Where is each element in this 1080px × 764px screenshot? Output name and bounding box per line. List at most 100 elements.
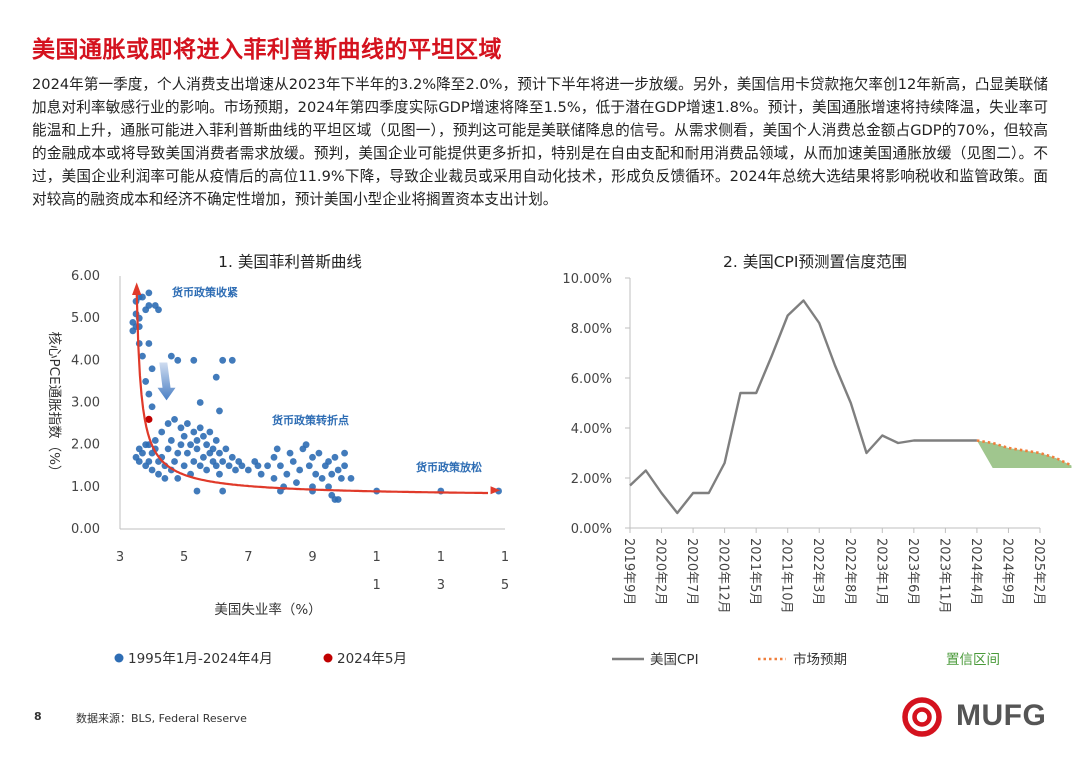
scatter-point xyxy=(296,466,304,474)
scatter-point xyxy=(216,449,223,457)
scatter-point xyxy=(174,475,182,482)
chart1-annotation: 货币政策放松 xyxy=(415,460,482,474)
scatter-point xyxy=(222,445,230,453)
scatter-point xyxy=(145,458,153,465)
chart1-y-tick-label: 1.00 xyxy=(71,480,100,495)
scatter-point xyxy=(203,466,211,474)
chart2-x-tick-label: 2022年8月 xyxy=(842,538,857,605)
scatter-point xyxy=(293,479,300,487)
scatter-point xyxy=(171,458,178,465)
legend-label-latest: 2024年5月 xyxy=(337,651,407,667)
cpi-forecast-chart: 0.00% 2.00% 4.00% 6.00% 8.00% 10.00% 2019年9月 20… xyxy=(562,272,1073,668)
chart1-annotation: 货币政策收紧 xyxy=(171,285,238,299)
chart2-y-tick-label: 0.00% xyxy=(571,522,612,537)
legend-marker-latest xyxy=(323,653,333,663)
page-number: 8 xyxy=(34,710,42,723)
data-source: 数据来源：BLS, Federal Reserve xyxy=(76,712,247,725)
chart2-x-tick-label: 2021年10月 xyxy=(779,538,794,614)
scatter-point xyxy=(309,453,316,461)
scatter-point xyxy=(196,424,204,432)
scatter-point xyxy=(238,462,246,470)
scatter-point xyxy=(145,390,153,398)
chart2-x-tick-label: 2024年9月 xyxy=(999,538,1014,605)
scatter-point xyxy=(148,403,156,411)
scatter-point xyxy=(302,441,310,449)
scatter-point xyxy=(148,466,156,474)
scatter-point xyxy=(289,458,297,465)
scatter-point xyxy=(183,420,191,427)
chart1-x-tick-label: 7 xyxy=(244,550,252,565)
chart2-x-tick-label: 2020年12月 xyxy=(716,538,731,614)
cpi-line xyxy=(629,299,977,515)
scatter-point xyxy=(216,407,223,415)
scatter-point xyxy=(347,475,355,482)
chart2-x-tick-label: 2023年6月 xyxy=(905,538,920,605)
chart2-x-tick-label: 2024年4月 xyxy=(968,538,983,605)
scatter-point xyxy=(212,373,220,381)
chart2-x-tick-label: 2019年9月 xyxy=(621,538,636,605)
chart1-x-tick-label: 3 xyxy=(116,550,124,565)
policy-direction-arrow xyxy=(157,362,176,401)
chart2-x-tick-label: 2022年3月 xyxy=(810,538,825,605)
scatter-point xyxy=(216,470,223,478)
chart2-x-tick-label: 2021年5月 xyxy=(747,538,762,605)
scatter-point xyxy=(193,445,201,453)
scatter-point xyxy=(164,420,172,427)
scatter-point xyxy=(305,462,313,470)
scatter-point xyxy=(158,428,166,436)
summary-paragraph: 2024年第一季度，个人消费支出增速从2023年下半年的3.2%降至2.0%，预… xyxy=(32,76,1048,209)
scatter-point xyxy=(286,449,294,457)
chart1-annotation: 货币政策转折点 xyxy=(271,413,349,427)
scatter-point xyxy=(145,340,153,347)
legend-label-band: 置信区间 xyxy=(946,652,1000,668)
scatter-point xyxy=(341,462,348,470)
scatter-point xyxy=(212,462,220,470)
scatter-point xyxy=(219,458,227,465)
scatter-point xyxy=(219,487,227,495)
scatter-point xyxy=(180,462,188,470)
scatter-point xyxy=(225,462,233,470)
scatter-point xyxy=(171,415,178,423)
scatter-point xyxy=(164,445,172,453)
confidence-band xyxy=(976,440,1072,468)
chart1-y-tick-label: 5.00 xyxy=(71,311,100,326)
legend-label-cpi: 美国CPI xyxy=(650,652,699,668)
legend-label-forecast: 市场预期 xyxy=(793,651,847,668)
scatter-point xyxy=(135,458,143,465)
scatter-point xyxy=(142,378,150,385)
chart2-y-tick-label: 8.00% xyxy=(571,322,612,337)
scatter-point xyxy=(139,449,146,457)
chart2-x-tick-label: 2025年2月 xyxy=(1031,538,1046,605)
scatter-point xyxy=(196,462,204,470)
scatter-point xyxy=(228,356,236,364)
scatter-point xyxy=(318,475,326,482)
chart2-y-tick-label: 2.00% xyxy=(571,472,612,487)
scatter-point xyxy=(334,466,342,474)
scatter-point xyxy=(315,449,323,457)
chart2-x-tick-label: 2023年1月 xyxy=(873,538,888,605)
chart2-x-tick-label: 2020年7月 xyxy=(684,538,699,605)
scatter-point xyxy=(212,437,220,444)
scatter-point xyxy=(161,475,169,482)
scatter-point xyxy=(187,441,194,449)
logo-text: MUFG xyxy=(956,699,1047,732)
chart1-x-axis-title: 美国失业率（%） xyxy=(214,601,321,618)
scatter-point xyxy=(148,365,156,373)
scatter-point xyxy=(325,483,332,491)
scatter-point xyxy=(273,445,281,453)
scatter-point xyxy=(196,399,204,406)
scatter-point xyxy=(254,462,262,470)
scatter-point xyxy=(167,437,175,444)
highlight-point xyxy=(145,415,153,423)
scatter-point xyxy=(232,466,239,474)
page-title: 美国通胀或即将进入菲利普斯曲线的平坦区域 xyxy=(32,37,502,63)
scatter-point xyxy=(200,432,207,440)
scatter-point xyxy=(200,453,207,461)
scatter-point xyxy=(145,302,153,309)
scatter-point xyxy=(183,449,191,457)
scatter-point xyxy=(325,458,332,465)
scatter-point xyxy=(155,470,162,478)
phillips-curve-chart: 0.00 1.00 2.00 3.00 4.00 5.00 6.00 3 5 7 9 1 1 1 3 1 5 美国… xyxy=(46,269,509,667)
curve-arrowhead-right xyxy=(490,486,501,495)
